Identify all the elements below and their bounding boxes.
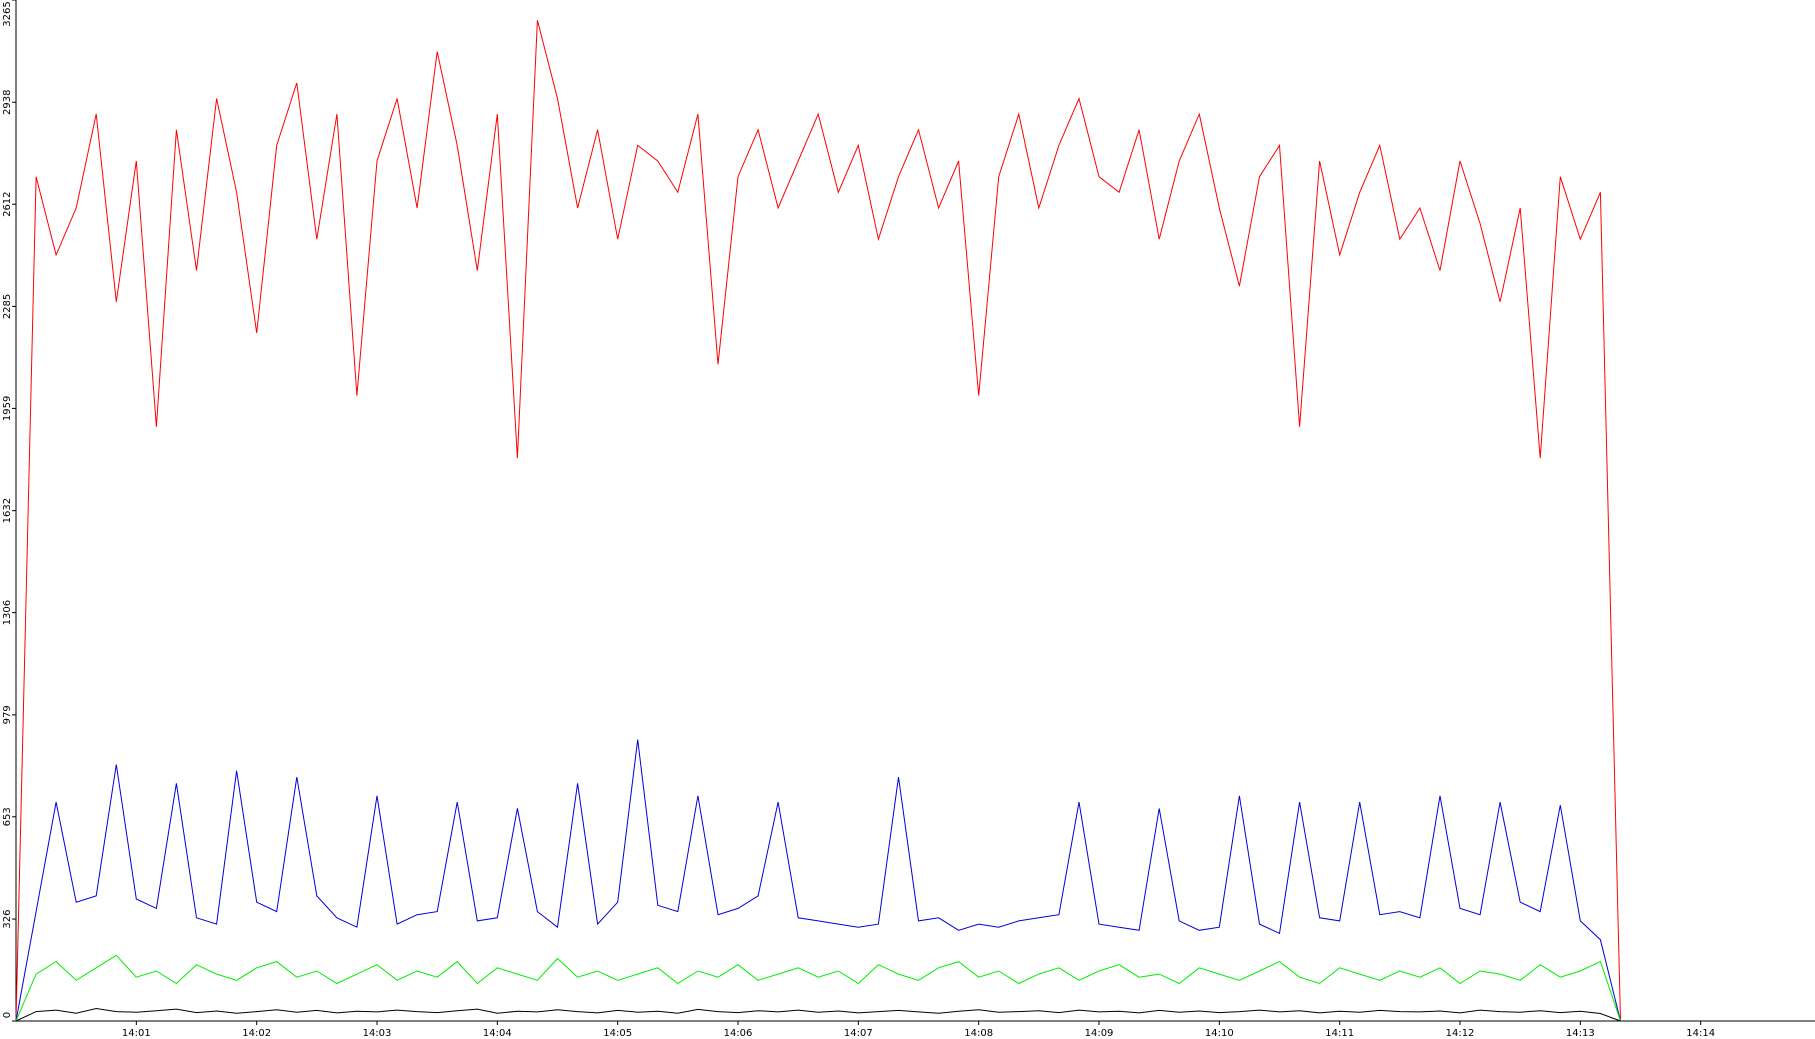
x-tick-label: 14:12 <box>1446 1028 1475 1039</box>
x-tick-label: 14:04 <box>483 1028 512 1039</box>
y-tick-label: 1632 <box>2 498 13 523</box>
x-tick-label: 14:10 <box>1205 1028 1234 1039</box>
x-tick-label: 14:06 <box>724 1028 753 1039</box>
x-tick-label: 14:13 <box>1566 1028 1595 1039</box>
x-tick-label: 14:11 <box>1325 1028 1354 1039</box>
y-tick-label: 1959 <box>2 396 13 421</box>
y-tick-label: 3265 <box>2 1 13 26</box>
x-tick-label: 14:02 <box>242 1028 271 1039</box>
x-tick-label: 14:09 <box>1085 1028 1114 1039</box>
series-line <box>15 20 1621 1022</box>
y-tick-label: 0 <box>2 1012 13 1018</box>
x-tick-label: 14:08 <box>964 1028 993 1039</box>
x-tick-label: 14:07 <box>844 1028 873 1039</box>
y-tick-label: 326 <box>2 910 13 929</box>
y-tick-label: 653 <box>2 807 13 826</box>
y-tick-label: 1306 <box>2 600 13 625</box>
x-tick-label: 14:05 <box>603 1028 632 1039</box>
y-tick-label: 979 <box>2 705 13 724</box>
y-tick-label: 2612 <box>2 191 13 216</box>
series-line <box>15 739 1621 1022</box>
y-tick-label: 2938 <box>2 90 13 115</box>
y-tick-label: 2285 <box>2 294 13 319</box>
x-tick-label: 14:14 <box>1686 1028 1715 1039</box>
series-line <box>15 1007 1621 1022</box>
series-line <box>15 954 1621 1022</box>
x-tick-label: 14:03 <box>363 1028 392 1039</box>
x-tick-label: 14:01 <box>122 1028 151 1039</box>
